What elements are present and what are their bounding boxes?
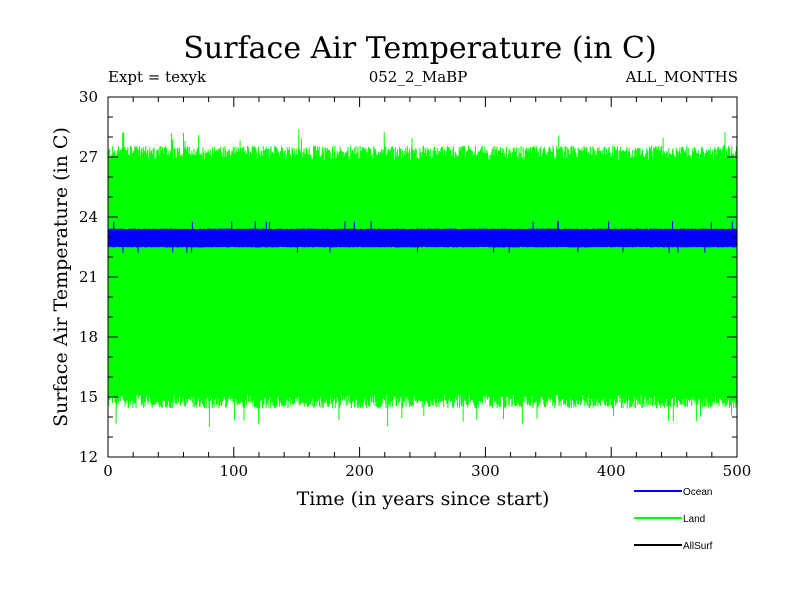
legend-label: AllSurf [683, 541, 713, 552]
plot-area [107, 129, 738, 427]
y-tick-label: 15 [79, 388, 98, 406]
chart-title: Surface Air Temperature (in C) [183, 31, 656, 66]
series-land-line [107, 129, 738, 427]
y-tick-label: 18 [79, 328, 98, 346]
series-ocean-line [107, 221, 738, 253]
experiment-label: Expt = texyk [108, 68, 207, 86]
y-axis-label: Surface Air Temperature (in C) [50, 127, 72, 427]
x-tick-label: 400 [597, 462, 626, 480]
series-land [107, 129, 738, 427]
legend-item-land: Land [634, 514, 705, 525]
series-ocean [107, 221, 738, 253]
legend-item-allsurf: AllSurf [634, 541, 713, 552]
legend-item-ocean: Ocean [634, 487, 712, 498]
x-axis: 0 100 200 300 400 500 [103, 97, 751, 480]
x-tick-label: 500 [723, 462, 752, 480]
legend-label: Ocean [683, 487, 712, 498]
y-tick-label: 24 [79, 208, 98, 226]
y-tick-label: 12 [79, 448, 98, 466]
y-tick-label: 30 [79, 88, 98, 106]
x-tick-label: 0 [103, 462, 113, 480]
y-tick-label: 21 [79, 268, 98, 286]
x-tick-label: 100 [219, 462, 248, 480]
x-tick-label: 300 [471, 462, 500, 480]
x-axis-label: Time (in years since start) [297, 488, 550, 510]
legend-label: Land [683, 514, 705, 525]
y-tick-label: 27 [79, 148, 98, 166]
y-axis: 12 15 18 21 24 27 30 [79, 88, 737, 466]
x-tick-label: 200 [345, 462, 374, 480]
months-label: ALL_MONTHS [625, 68, 738, 86]
period-label: 052_2_MaBP [369, 68, 468, 86]
legend: Ocean Land AllSurf [634, 487, 713, 552]
